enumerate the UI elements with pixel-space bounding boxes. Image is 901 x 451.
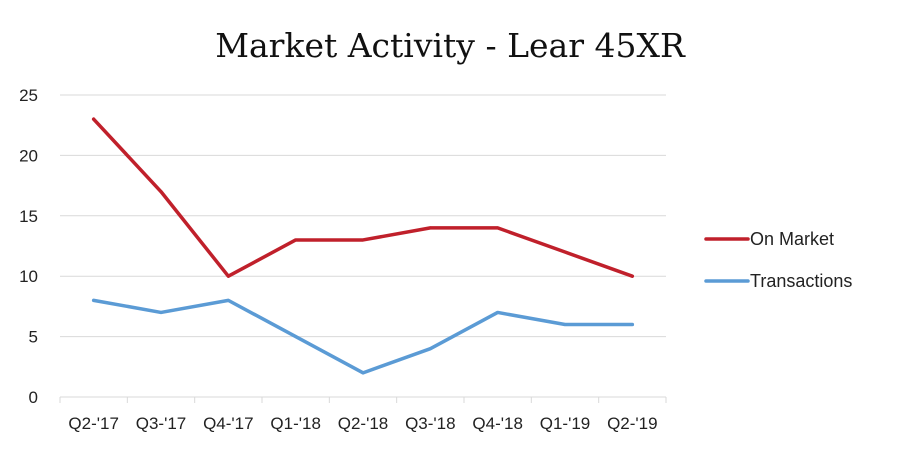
data-point [226, 274, 230, 278]
y-tick-label: 0 [29, 388, 38, 407]
data-point [361, 238, 365, 242]
legend-label: Transactions [750, 271, 852, 291]
gridlines [60, 94, 666, 338]
data-point [92, 298, 96, 302]
y-tick-label: 10 [19, 267, 38, 286]
data-point [428, 226, 432, 230]
series-line-0 [91, 117, 635, 278]
data-point [563, 250, 567, 254]
y-tick-label: 25 [19, 86, 38, 105]
x-tick-label: Q2-'17 [68, 414, 119, 433]
data-point [226, 298, 230, 302]
legend-label: On Market [750, 229, 834, 249]
x-tick-label: Q4-'17 [203, 414, 254, 433]
x-tick-label: Q1-'18 [270, 414, 321, 433]
data-point [159, 310, 163, 314]
legend: On Market Transactions [704, 229, 852, 291]
data-point [496, 310, 500, 314]
x-tick-label: Q3-'18 [405, 414, 456, 433]
data-point [92, 117, 96, 121]
data-point [428, 347, 432, 351]
y-tick-label: 20 [19, 146, 38, 165]
series-lines [91, 117, 635, 375]
chart-title: Market Activity - Lear 45XR [215, 26, 686, 65]
x-tick-label: Q2-'19 [607, 414, 658, 433]
x-tick-label: Q2-'18 [338, 414, 389, 433]
y-tick-label: 5 [29, 328, 38, 347]
data-point [496, 226, 500, 230]
y-tick-label: 15 [19, 207, 38, 226]
data-point [563, 323, 567, 327]
x-tick-label: Q1-'19 [540, 414, 591, 433]
x-tick-label: Q3-'17 [136, 414, 187, 433]
data-point [630, 323, 634, 327]
data-point [361, 371, 365, 375]
x-axis-ticks: Q2-'17 Q3-'17 Q4-'17 Q1-'18 Q2-'18 Q3-'18 Q4-'… [68, 414, 657, 433]
x-axis [59, 396, 667, 403]
data-point [294, 335, 298, 339]
y-axis-ticks: 0 5 10 15 20 25 [19, 86, 38, 407]
data-point [630, 274, 634, 278]
data-point [294, 238, 298, 242]
x-tick-label: Q4-'18 [472, 414, 523, 433]
data-point [159, 190, 163, 194]
